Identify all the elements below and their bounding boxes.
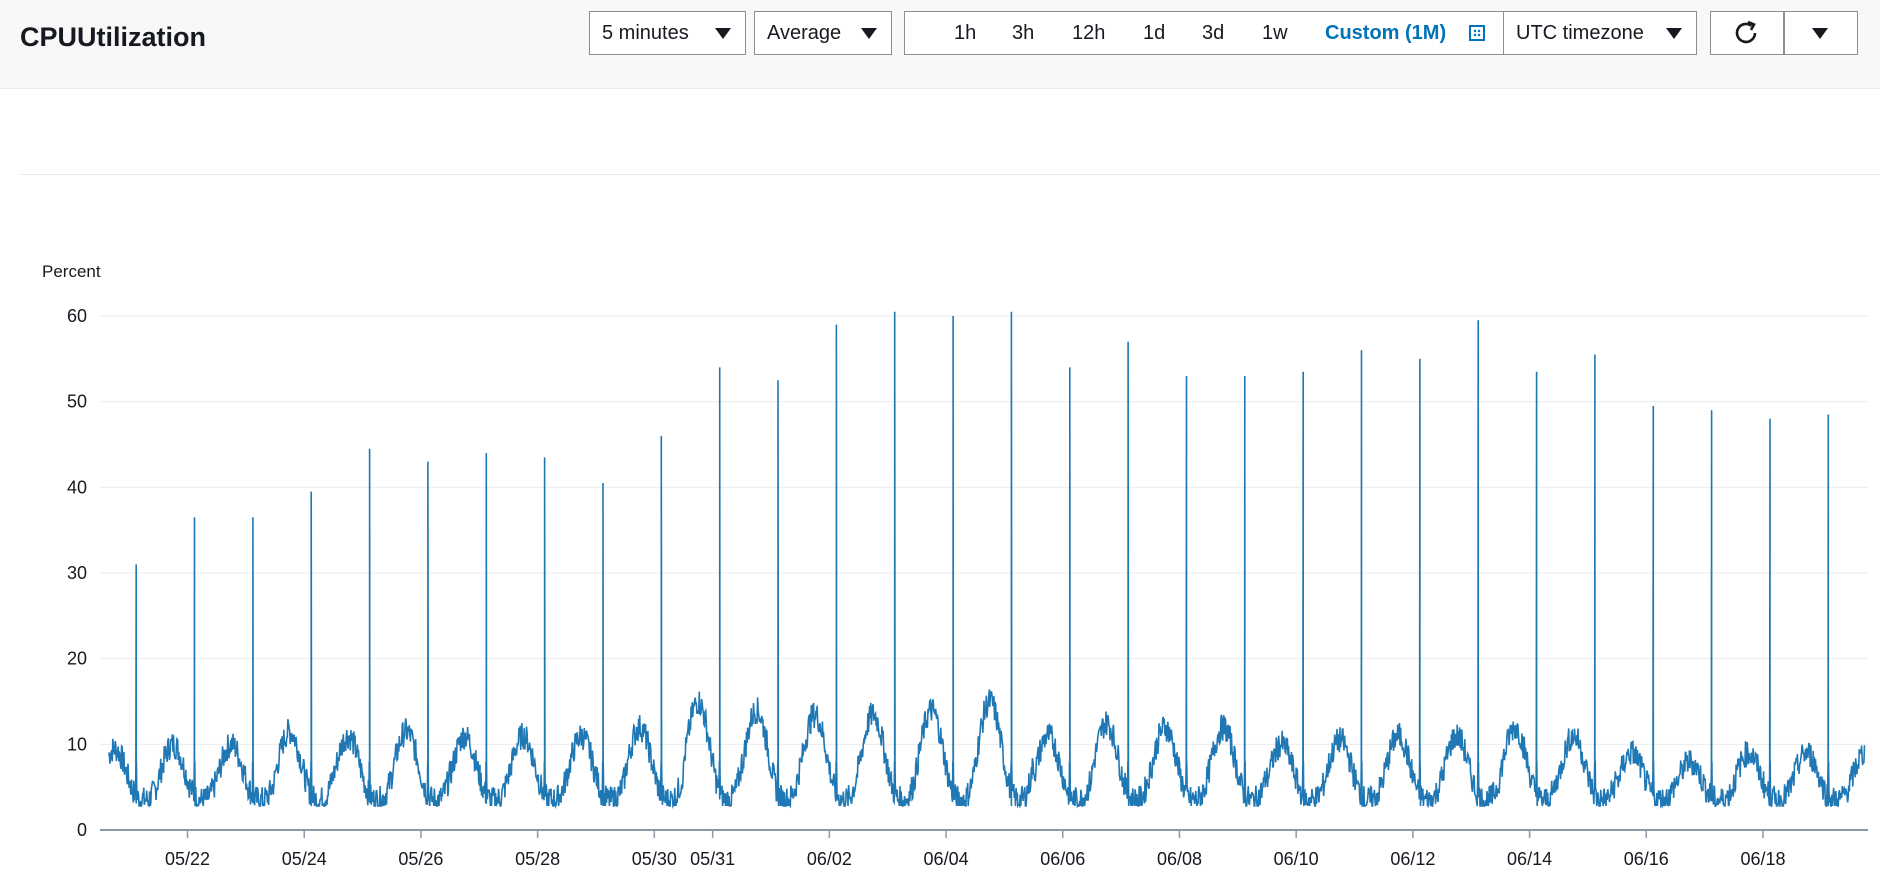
period-select[interactable]: 5 minutes xyxy=(589,11,746,55)
metric-title: CPUUtilization xyxy=(20,22,206,52)
actions-dropdown-button[interactable] xyxy=(1784,11,1858,55)
range-1d[interactable]: 1d xyxy=(1143,22,1166,44)
chart-grid xyxy=(100,315,1868,745)
range-3d[interactable]: 3d xyxy=(1202,22,1225,44)
x-tick-label: 06/10 xyxy=(1274,849,1319,869)
x-tick-label: 06/08 xyxy=(1157,849,1202,869)
series-line-cpu xyxy=(108,311,1866,810)
range-3h[interactable]: 3h xyxy=(1012,22,1035,44)
y-axis-unit-label: Percent xyxy=(42,262,101,281)
range-12h[interactable]: 12h xyxy=(1072,22,1106,44)
caret-down-icon xyxy=(1666,28,1682,39)
x-tick-label: 06/18 xyxy=(1740,849,1785,869)
time-range-selector: 1h 3h 12h 1d 3d 1w Custom (1M) xyxy=(904,11,1504,55)
x-tick-label: 05/24 xyxy=(282,849,327,869)
period-value: 5 minutes xyxy=(602,21,689,44)
range-1h[interactable]: 1h xyxy=(954,22,977,44)
x-tick-label: 06/14 xyxy=(1507,849,1552,869)
x-tick-label: 06/06 xyxy=(1040,849,1085,869)
y-tick-label: 0 xyxy=(77,820,87,840)
y-axis: 0 10 20 30 40 50 60 xyxy=(67,306,87,840)
x-tick-label: 05/26 xyxy=(398,849,443,869)
y-tick-label: 20 xyxy=(67,649,87,669)
x-tick-label: 05/30 xyxy=(632,849,677,869)
refresh-button[interactable] xyxy=(1710,11,1784,55)
x-tick-label: 06/02 xyxy=(807,849,852,869)
statistic-value: Average xyxy=(767,21,842,44)
x-tick-label: 05/31 xyxy=(690,849,735,869)
statistic-select[interactable]: Average xyxy=(754,11,892,55)
y-tick-label: 40 xyxy=(67,477,87,497)
range-1w[interactable]: 1w xyxy=(1262,22,1288,44)
y-tick-label: 10 xyxy=(67,734,87,754)
caret-down-icon xyxy=(715,28,731,39)
refresh-icon xyxy=(1735,20,1757,44)
x-tick-label: 06/16 xyxy=(1624,849,1669,869)
caret-down-icon xyxy=(1812,28,1828,39)
divider xyxy=(20,174,1880,175)
calendar-icon[interactable] xyxy=(1469,25,1485,41)
range-custom[interactable]: Custom (1M) xyxy=(1325,22,1447,44)
y-tick-label: 60 xyxy=(67,306,87,326)
x-tick-label: 05/22 xyxy=(165,849,210,869)
y-tick-label: 50 xyxy=(67,392,87,412)
caret-down-icon xyxy=(861,28,877,39)
x-tick-label: 06/04 xyxy=(924,849,969,869)
y-tick-label: 30 xyxy=(67,563,87,583)
timezone-select[interactable]: UTC timezone xyxy=(1503,11,1697,55)
x-axis: 05/22 05/24 05/26 05/28 05/30 05/31 06/02 06/04… xyxy=(100,829,1868,869)
timezone-value: UTC timezone xyxy=(1516,21,1644,44)
x-tick-label: 05/28 xyxy=(515,849,560,869)
x-tick-label: 06/12 xyxy=(1390,849,1435,869)
widget-header: CPUUtilization 5 minutes Average 1h 3h 1… xyxy=(0,0,1880,89)
